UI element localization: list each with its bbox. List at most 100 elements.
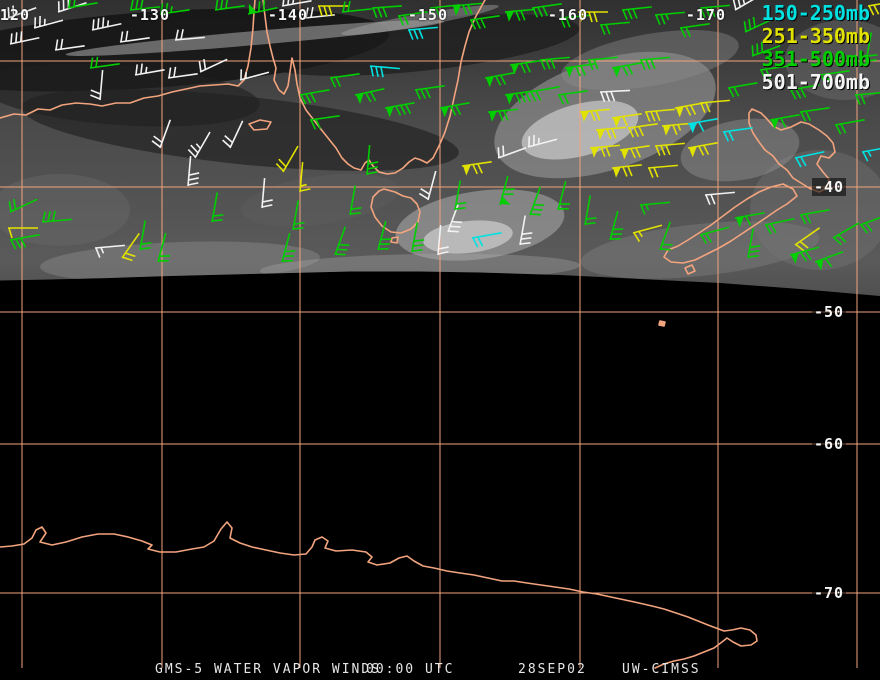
wind-barb <box>619 145 650 160</box>
wind-barb <box>799 209 830 225</box>
wind-barb <box>41 210 72 223</box>
longitude-label: -160 <box>547 6 588 24</box>
wind-barb <box>329 73 360 88</box>
coastline-antarctica <box>0 521 758 669</box>
wind-barb <box>531 3 562 18</box>
product-title: GMS-5 WATER VAPOR WINDS <box>155 662 382 677</box>
wind-barb <box>454 180 467 211</box>
wind-barb <box>377 220 392 251</box>
wind-barb <box>437 225 449 256</box>
wind-barb <box>747 228 761 259</box>
wind-barb <box>407 26 438 40</box>
wind-barb <box>599 21 630 35</box>
wind-barb <box>687 142 718 158</box>
wind-barb <box>469 15 500 30</box>
wind-barb <box>699 99 730 113</box>
wind-barb <box>354 87 385 105</box>
wind-barb <box>349 185 362 216</box>
longitude-label: -130 <box>129 6 170 24</box>
legend-item: 501-700mb <box>761 70 870 94</box>
legend-item: 150-250mb <box>761 1 870 25</box>
wind-barb <box>639 201 670 215</box>
caption-bar: GMS-5 WATER VAPOR WINDS 00:00 UTC 28SEP0… <box>0 660 880 680</box>
cloud-blob <box>423 220 513 254</box>
cloud-blob <box>65 20 445 56</box>
wind-barb <box>654 11 685 25</box>
wind-barb <box>539 56 570 70</box>
wind-barb <box>90 70 104 101</box>
wind-barb <box>764 217 795 235</box>
wind-barb <box>487 108 518 122</box>
wind-barb <box>529 86 560 102</box>
wind-barb <box>734 212 765 228</box>
wind-barb <box>261 178 273 209</box>
wind-barb <box>91 17 122 31</box>
wind-barb <box>621 6 652 20</box>
coastline-australia-gulfs-east-coast <box>262 0 486 175</box>
wind-barb <box>309 115 340 130</box>
wind-barb <box>119 30 150 43</box>
wind-barb <box>509 60 540 75</box>
longitude-label: -170 <box>685 6 726 24</box>
wind-barb <box>865 32 878 63</box>
cloud-blob <box>785 20 880 100</box>
wind-barb <box>611 164 642 178</box>
wind-barb <box>461 161 492 176</box>
wind-barb <box>8 198 38 213</box>
wind-barb <box>704 191 735 205</box>
wind-barb <box>794 150 825 168</box>
wind-barb <box>9 234 40 250</box>
wind-barb <box>834 119 865 135</box>
coastline-kangaroo-island <box>248 119 272 131</box>
coastline-new-zealand-south-island <box>663 183 798 264</box>
wind-barb <box>371 5 402 18</box>
pressure-level-legend: 150-250mb 251-350mb 351-500mb 501-700mb <box>762 2 870 94</box>
wind-barb <box>341 0 372 13</box>
wind-barb <box>699 4 730 18</box>
wind-barb <box>247 0 278 15</box>
wind-barb <box>609 210 624 241</box>
cloud-blob <box>260 14 580 76</box>
wind-barb <box>299 89 330 105</box>
coastline-stewart-island <box>684 264 696 275</box>
latitude-label: -60 <box>812 435 847 453</box>
wind-barb <box>299 162 311 193</box>
wind-barb <box>722 127 753 142</box>
cloud-blob <box>341 4 499 36</box>
wind-barb <box>471 232 502 248</box>
coastline-new-zealand-north-island <box>748 108 836 193</box>
wind-barb <box>751 41 781 57</box>
wind-barb <box>239 69 270 81</box>
wind-barb <box>318 5 348 17</box>
wind-barb <box>397 11 428 26</box>
wind-barb <box>789 84 820 100</box>
wind-barb <box>639 56 670 70</box>
wind-barb <box>198 58 228 73</box>
wind-barb <box>157 232 171 263</box>
valid-date: 28SEP02 <box>518 662 587 677</box>
wind-barb <box>187 156 200 187</box>
wind-barb <box>587 56 618 70</box>
wind-barb <box>759 65 790 80</box>
wind-barb <box>151 119 172 149</box>
wind-barb <box>8 227 38 239</box>
wind-barb <box>611 62 642 78</box>
wind-barb <box>564 63 595 78</box>
wind-barb <box>134 63 165 76</box>
wind-barb <box>814 250 844 271</box>
coastline-tasmania <box>370 188 421 234</box>
credit-label: UW-CIMSS <box>622 662 701 677</box>
wind-barb <box>504 8 535 22</box>
wind-barb <box>743 16 773 33</box>
longitude-label: -150 <box>407 6 448 24</box>
wind-barb <box>211 192 224 223</box>
wind-barb <box>187 131 211 159</box>
coastline-australia-south-coast <box>0 0 256 119</box>
cloud-blob <box>680 118 800 182</box>
wind-barb <box>732 0 762 11</box>
wind-barb <box>384 102 415 118</box>
wind-barb <box>654 142 685 156</box>
wind-barb <box>527 134 558 148</box>
wind-barb <box>584 195 597 226</box>
